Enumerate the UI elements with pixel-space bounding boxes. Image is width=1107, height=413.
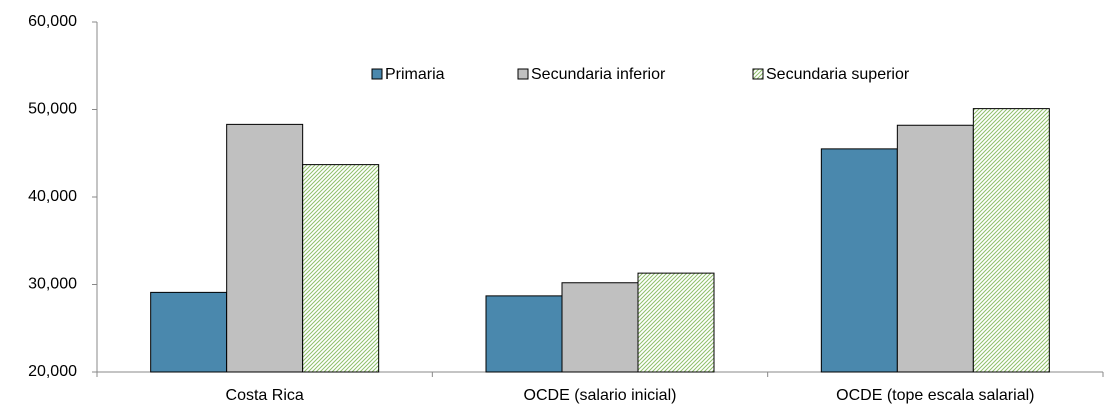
bar xyxy=(972,108,1050,373)
legend-swatch xyxy=(752,68,764,80)
bar xyxy=(561,282,639,373)
y-tick-label: 30,000 xyxy=(28,276,77,293)
bar xyxy=(150,291,228,373)
x-tick-label: OCDE (salario inicial) xyxy=(524,387,677,404)
bar xyxy=(637,272,715,373)
legend-label: Primaria xyxy=(385,66,445,83)
y-tick-label: 40,000 xyxy=(28,188,77,205)
y-tick-label: 20,000 xyxy=(28,363,77,380)
legend-swatch xyxy=(517,68,529,80)
legend-swatch xyxy=(371,68,383,80)
bar xyxy=(485,295,563,373)
x-tick-label: OCDE (tope escala salarial) xyxy=(836,387,1034,404)
x-tick-label: Costa Rica xyxy=(226,387,304,404)
y-tick-label: 60,000 xyxy=(28,13,77,30)
bar xyxy=(302,164,380,373)
y-tick-label: 50,000 xyxy=(28,101,77,118)
bar xyxy=(896,124,974,373)
legend-label: Secundaria inferior xyxy=(531,66,666,83)
bar xyxy=(820,148,898,373)
bar xyxy=(226,123,304,373)
legend-label: Secundaria superior xyxy=(766,66,910,83)
